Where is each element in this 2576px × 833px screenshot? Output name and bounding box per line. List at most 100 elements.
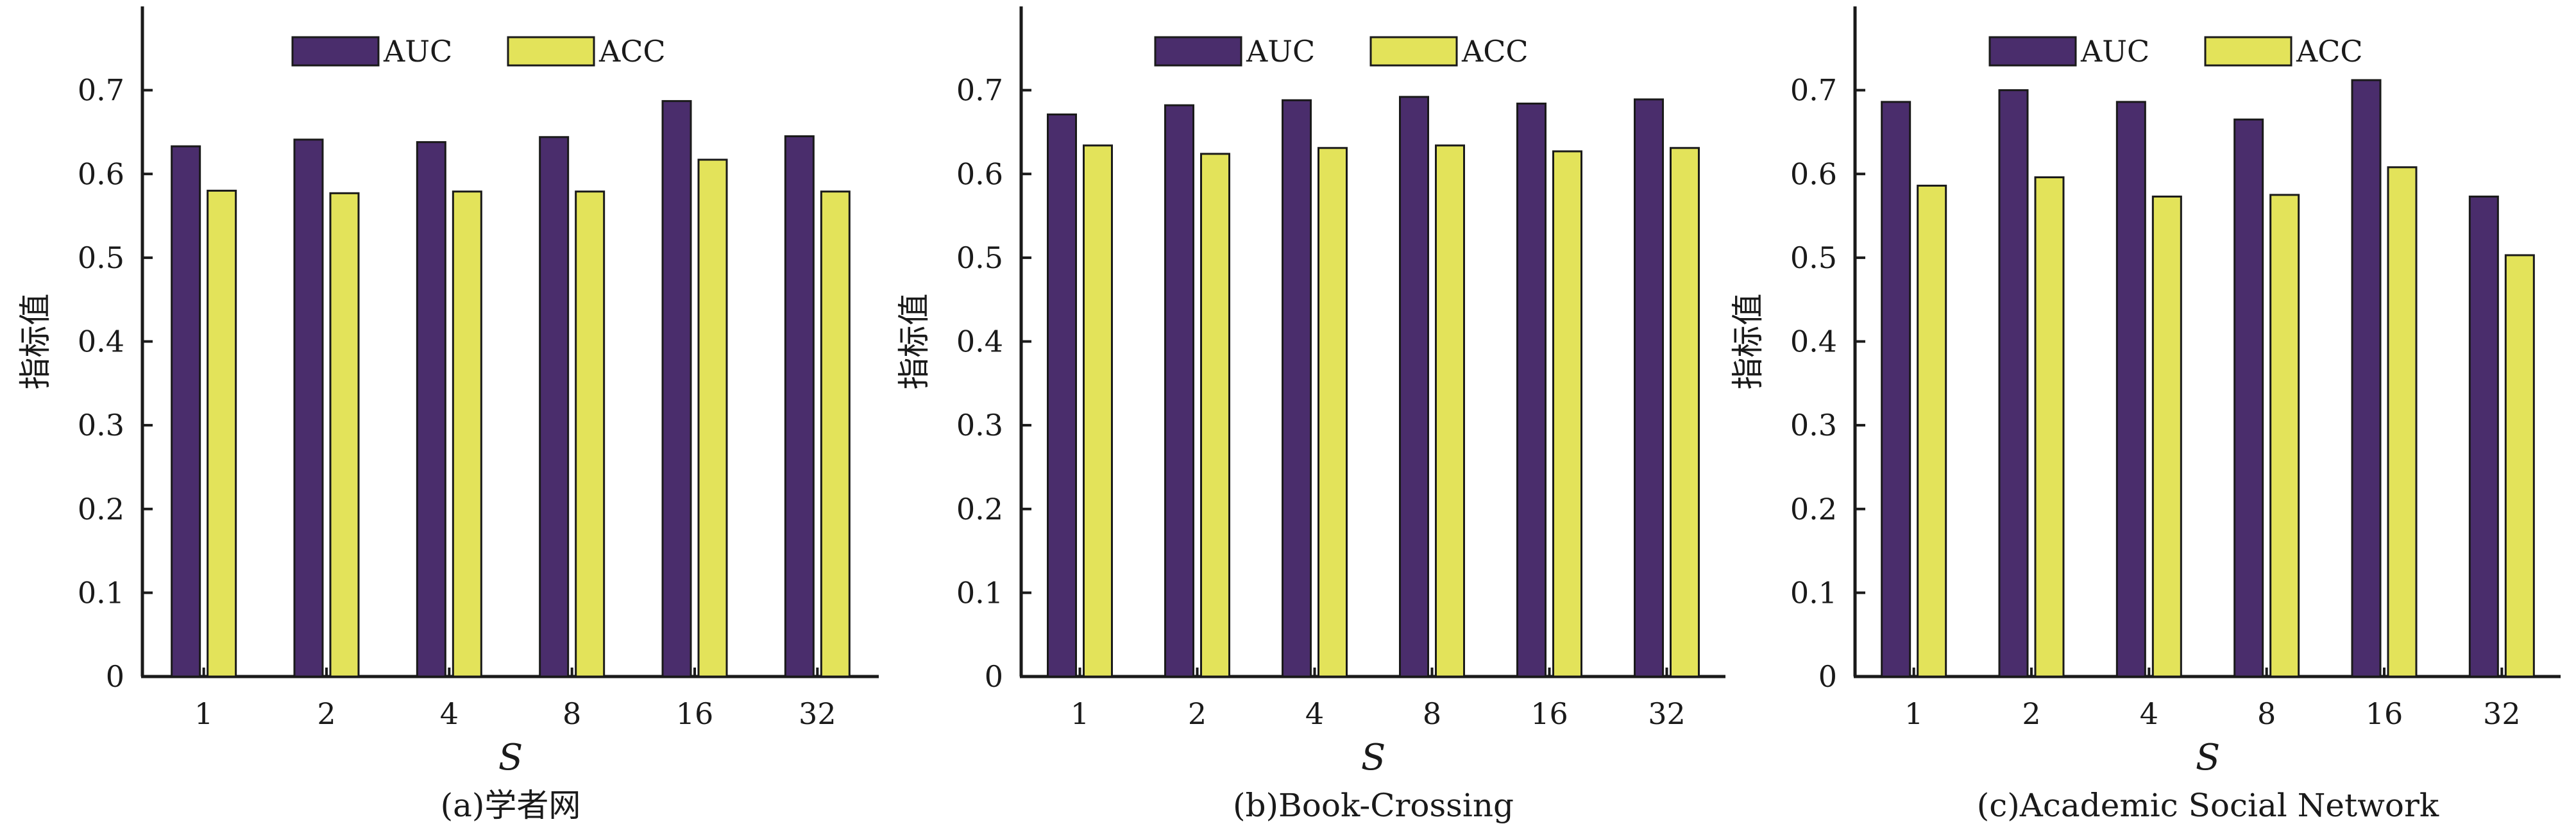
x-axis-title: S	[498, 737, 523, 778]
bar-auc	[661, 100, 692, 678]
bar-acc	[1083, 144, 1113, 678]
bar-acc	[697, 158, 728, 678]
x-tick-label: 2	[317, 696, 335, 731]
legend-swatch-auc	[1154, 36, 1242, 67]
legend-label-acc: ACC	[598, 34, 666, 69]
y-tick-label: 0.1	[956, 575, 1003, 610]
bar-auc	[1634, 98, 1664, 678]
x-axis-title: S	[2196, 737, 2220, 778]
bar-auc	[1282, 99, 1312, 678]
legend-label-acc: ACC	[2296, 34, 2363, 69]
y-tick-label: 0.1	[1790, 575, 1837, 610]
x-tick-label: 32	[1648, 696, 1686, 731]
x-tick-label: 2	[2022, 696, 2040, 731]
x-tick-label: 32	[799, 696, 836, 731]
chart-caption: (b)Book-Crossing	[1233, 787, 1514, 824]
legend-swatch-acc	[1369, 36, 1458, 67]
y-tick-label: 0	[985, 659, 1003, 694]
bar-acc	[1552, 150, 1582, 678]
y-tick-label: 0.4	[956, 324, 1003, 359]
x-tick-label: 8	[1423, 696, 1441, 731]
y-tick-label: 0.6	[1790, 156, 1837, 191]
bar-auc	[2233, 118, 2264, 678]
bar-acc	[2034, 176, 2065, 678]
x-tick-label: 16	[676, 696, 714, 731]
legend-label-auc: AUC	[1246, 34, 1315, 69]
bar-auc	[1399, 96, 1429, 678]
legend-label-acc: ACC	[1461, 34, 1529, 69]
y-tick-label: 0.5	[1790, 240, 1837, 275]
bar-auc	[539, 136, 570, 678]
x-tick-label: 1	[1904, 696, 1923, 731]
bar-acc	[1200, 153, 1230, 678]
bar-acc	[1435, 144, 1465, 678]
x-tick-label: 8	[2257, 696, 2276, 731]
bar-acc	[1318, 147, 1348, 678]
bar-auc	[416, 141, 446, 678]
bar-acc	[1917, 185, 1947, 678]
y-tick-label: 0.7	[78, 73, 124, 108]
bar-acc	[2504, 254, 2535, 678]
x-axis-title: S	[1361, 737, 1385, 778]
bar-auc	[293, 139, 324, 678]
x-tick-label: 4	[440, 696, 459, 731]
bar-auc	[2468, 196, 2499, 678]
legend-label-auc: AUC	[383, 34, 452, 69]
bar-auc	[1998, 89, 2029, 678]
bar-acc	[329, 192, 360, 678]
bar-auc	[1516, 103, 1546, 678]
bar-auc	[1047, 114, 1077, 678]
y-tick-label: 0.6	[78, 156, 124, 191]
x-tick-label: 16	[2366, 696, 2403, 731]
legend-swatch-auc	[1988, 36, 2077, 67]
bar-acc	[2151, 196, 2182, 678]
y-tick-label: 0.2	[78, 492, 124, 526]
y-tick-label: 0.5	[956, 240, 1003, 275]
x-tick-label: 1	[1071, 696, 1089, 731]
x-tick-label: 32	[2483, 696, 2521, 731]
bar-auc	[2351, 79, 2382, 678]
bar-acc	[575, 190, 606, 678]
y-tick-label: 0	[1818, 659, 1837, 694]
bar-auc	[1164, 104, 1194, 678]
y-tick-label: 0.7	[1790, 73, 1837, 108]
legend-swatch-auc	[291, 36, 380, 67]
x-tick-label: 2	[1188, 696, 1207, 731]
y-axis-title: 指标值	[1729, 294, 1767, 390]
x-tick-label: 16	[1530, 696, 1568, 731]
bar-auc	[2115, 101, 2146, 678]
y-tick-label: 0.2	[956, 492, 1003, 526]
y-axis-title: 指标值	[895, 294, 933, 390]
y-tick-label: 0.3	[78, 408, 124, 442]
y-tick-label: 0	[106, 659, 124, 694]
chart-caption: (c)Academic Social Network	[1977, 787, 2439, 824]
x-tick-label: 4	[1305, 696, 1324, 731]
bar-acc	[1670, 147, 1700, 678]
x-tick-label: 4	[2140, 696, 2158, 731]
y-tick-label: 0.3	[1790, 408, 1837, 442]
x-tick-label: 8	[563, 696, 581, 731]
bar-acc	[2269, 194, 2300, 678]
bar-auc	[171, 145, 201, 678]
legend-swatch-acc	[507, 36, 595, 67]
bar-auc	[1881, 101, 1911, 678]
y-tick-label: 0.1	[78, 575, 124, 610]
y-tick-label: 0.7	[956, 73, 1003, 108]
bar-acc	[452, 190, 482, 678]
bar-acc	[820, 190, 851, 678]
chart-caption: (a)学者网	[441, 787, 581, 824]
y-tick-label: 0.6	[956, 156, 1003, 191]
x-tick-label: 1	[194, 696, 213, 731]
y-tick-label: 0.2	[1790, 492, 1837, 526]
bar-auc	[784, 135, 815, 678]
y-axis-title: 指标值	[17, 294, 54, 390]
legend-swatch-acc	[2204, 36, 2292, 67]
y-tick-label: 0.4	[78, 324, 124, 359]
y-tick-label: 0.4	[1790, 324, 1837, 359]
legend-label-auc: AUC	[2080, 34, 2149, 69]
y-tick-label: 0.3	[956, 408, 1003, 442]
bar-acc	[207, 189, 237, 678]
bar-acc	[2387, 166, 2418, 678]
y-tick-label: 0.5	[78, 240, 124, 275]
